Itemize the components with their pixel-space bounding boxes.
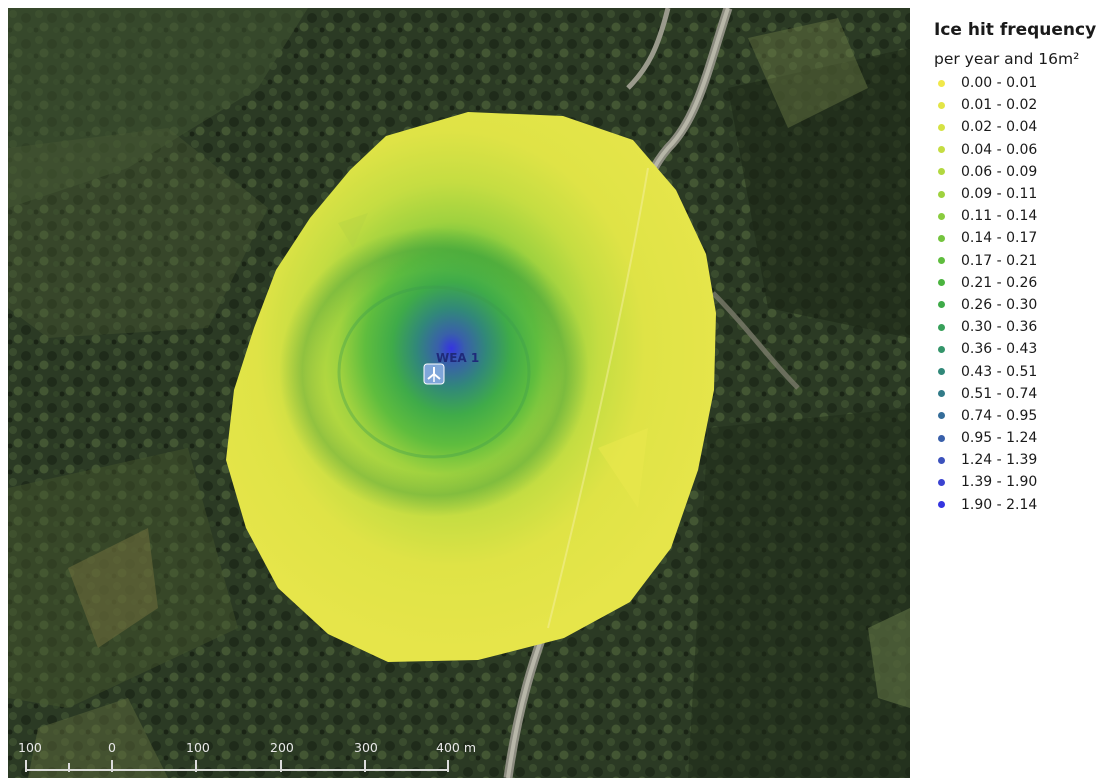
legend-swatch bbox=[938, 257, 945, 265]
legend-item-label: 1.24 - 1.39 bbox=[961, 452, 1038, 469]
legend-item-label: 0.04 - 0.06 bbox=[961, 141, 1038, 158]
legend-item: 0.04 - 0.06 bbox=[938, 139, 1096, 161]
legend-item: 0.26 - 0.30 bbox=[938, 294, 1096, 316]
legend-item: 0.36 - 0.43 bbox=[938, 338, 1096, 360]
legend-item-label: 0.36 - 0.43 bbox=[961, 341, 1038, 358]
legend-item-label: 0.14 - 0.17 bbox=[961, 230, 1038, 247]
legend-item: 0.21 - 0.26 bbox=[938, 272, 1096, 294]
map-view[interactable]: WEA 1 100 0 100 200 300 400 m bbox=[8, 8, 910, 778]
legend-item-label: 1.39 - 1.90 bbox=[961, 474, 1038, 491]
legend-item: 0.11 - 0.14 bbox=[938, 205, 1096, 227]
legend-swatch bbox=[938, 478, 945, 486]
legend-item: 0.01 - 0.02 bbox=[938, 94, 1096, 116]
legend-item-label: 0.74 - 0.95 bbox=[961, 407, 1038, 424]
legend-item-label: 1.90 - 2.14 bbox=[961, 496, 1038, 513]
legend-swatch bbox=[938, 456, 945, 464]
legend-swatch bbox=[938, 501, 945, 509]
scale-label: 100 bbox=[186, 740, 210, 755]
map-canvas: WEA 1 100 0 100 200 300 400 m bbox=[8, 8, 910, 778]
legend-item: 1.24 - 1.39 bbox=[938, 449, 1096, 471]
scale-label: 300 bbox=[354, 740, 378, 755]
scale-label: 0 bbox=[108, 740, 116, 755]
legend-item: 0.51 - 0.74 bbox=[938, 383, 1096, 405]
legend-subtitle: per year and 16m² bbox=[934, 50, 1080, 68]
legend-item: 0.74 - 0.95 bbox=[938, 405, 1096, 427]
legend-item-label: 0.09 - 0.11 bbox=[961, 186, 1038, 203]
legend-swatch bbox=[938, 190, 945, 198]
map-legend: Ice hit frequency per year and 16m² 0.00… bbox=[920, 8, 1096, 516]
legend-item-label: 0.02 - 0.04 bbox=[961, 119, 1038, 136]
legend-class-list: 0.00 - 0.01 0.01 - 0.02 0.02 - 0.04 0.04 - … bbox=[920, 72, 1096, 516]
legend-swatch bbox=[938, 123, 945, 131]
legend-swatch bbox=[938, 368, 945, 376]
legend-item-label: 0.00 - 0.01 bbox=[961, 75, 1038, 92]
legend-item-label: 0.01 - 0.02 bbox=[961, 97, 1038, 114]
legend-swatch bbox=[938, 345, 945, 353]
legend-swatch bbox=[938, 412, 945, 420]
legend-item-label: 0.17 - 0.21 bbox=[961, 252, 1038, 269]
legend-swatch bbox=[938, 79, 945, 87]
legend-title: Ice hit frequency bbox=[934, 20, 1096, 40]
legend-swatch bbox=[938, 323, 945, 331]
legend-item: 0.06 - 0.09 bbox=[938, 161, 1096, 183]
legend-item-label: 0.26 - 0.30 bbox=[961, 296, 1038, 313]
legend-item: 1.90 - 2.14 bbox=[938, 494, 1096, 516]
turbine-label: WEA 1 bbox=[436, 351, 479, 365]
legend-item-label: 0.95 - 1.24 bbox=[961, 430, 1038, 447]
wind-turbine-icon[interactable] bbox=[423, 363, 445, 385]
legend-item: 0.00 - 0.01 bbox=[938, 72, 1096, 94]
legend-swatch bbox=[938, 101, 945, 109]
legend-swatch bbox=[938, 301, 945, 309]
legend-item-label: 0.21 - 0.26 bbox=[961, 274, 1038, 291]
legend-item-label: 0.11 - 0.14 bbox=[961, 208, 1038, 225]
scale-label: 200 bbox=[270, 740, 294, 755]
legend-swatch bbox=[938, 146, 945, 154]
legend-swatch bbox=[938, 279, 945, 287]
legend-item: 0.02 - 0.04 bbox=[938, 116, 1096, 138]
scale-bar: 100 0 100 200 300 400 m bbox=[18, 740, 476, 772]
legend-swatch bbox=[938, 168, 945, 176]
legend-item-label: 0.43 - 0.51 bbox=[961, 363, 1038, 380]
scale-label: 100 bbox=[18, 740, 42, 755]
legend-item-label: 0.51 - 0.74 bbox=[961, 385, 1038, 402]
legend-item: 0.30 - 0.36 bbox=[938, 316, 1096, 338]
legend-swatch bbox=[938, 212, 945, 220]
legend-item: 0.43 - 0.51 bbox=[938, 360, 1096, 382]
legend-item: 0.14 - 0.17 bbox=[938, 227, 1096, 249]
legend-item-label: 0.06 - 0.09 bbox=[961, 163, 1038, 180]
legend-swatch bbox=[938, 234, 945, 242]
legend-item: 0.95 - 1.24 bbox=[938, 427, 1096, 449]
legend-item: 1.39 - 1.90 bbox=[938, 471, 1096, 493]
scale-label: 400 m bbox=[436, 740, 476, 755]
legend-item: 0.09 - 0.11 bbox=[938, 183, 1096, 205]
legend-item: 0.17 - 0.21 bbox=[938, 250, 1096, 272]
legend-item-label: 0.30 - 0.36 bbox=[961, 319, 1038, 336]
legend-swatch bbox=[938, 434, 945, 442]
legend-swatch bbox=[938, 390, 945, 398]
